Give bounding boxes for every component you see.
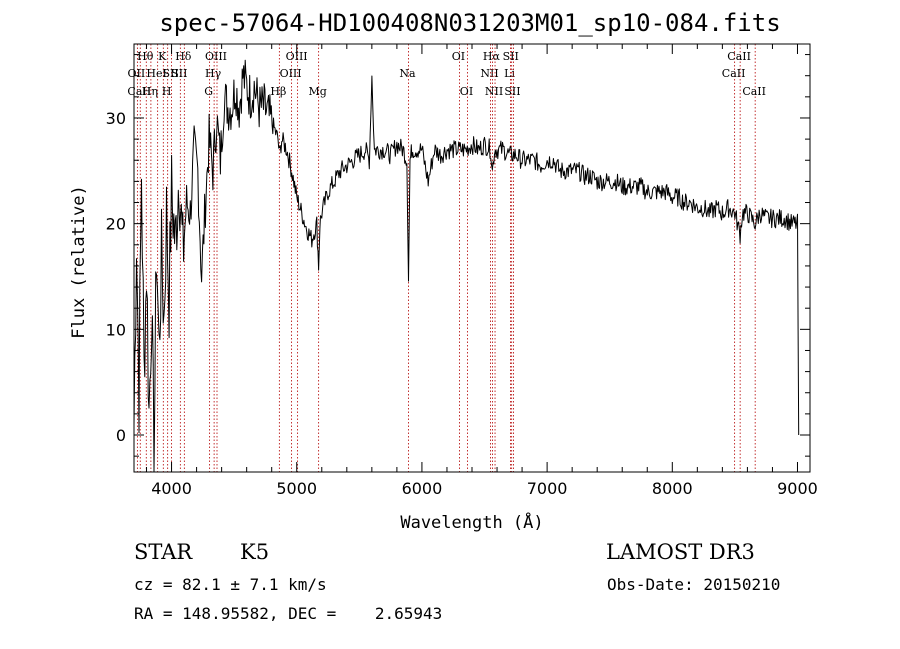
line-marker-label: CaII [742,85,766,98]
object-subclass: K5 [240,540,270,564]
spectral-line-markers: OII CaII Hθ Hη HeI K H SII Hδ SII G Hγ OIII Hβ OIII OII… [127,44,766,472]
spectrum-line [133,59,800,473]
line-marker-label: CaII [727,50,751,63]
line-marker-label: G [204,85,213,98]
line-marker-label: NII [480,67,498,80]
y-tick-label: 0 [116,426,126,445]
line-marker-label: Hβ [270,85,286,98]
object-class: STAR [134,540,193,564]
x-tick-label: 6000 [402,479,443,498]
line-marker-label: Mg [308,85,326,98]
line-marker-label: Hη [142,85,158,98]
line-marker-label: Hα [483,50,501,63]
line-marker-label: SII [503,50,519,63]
y-tick-label: 20 [106,215,126,234]
line-marker-label: K [158,50,167,63]
redshift-readout: cz = 82.1 ± 7.1 km/s [134,575,327,594]
line-marker-label: HeI [146,67,166,80]
line-marker-label: H [162,85,172,98]
line-marker-label: CaII [127,85,151,98]
x-tick-label: 5000 [276,479,317,498]
y-tick-label: 30 [106,109,126,128]
chart-title: spec-57064-HD100408N031203M01_sp10-084.f… [159,9,780,37]
line-marker-label: SII [162,67,178,80]
line-marker-label: Hδ [175,50,192,63]
x-tick-label: 9000 [777,479,818,498]
line-marker-label: OIII [286,50,308,63]
x-tick-label: 8000 [652,479,693,498]
line-marker-label: SII [171,67,187,80]
y-tick-label: 10 [106,320,126,339]
x-tick-label: 7000 [527,479,568,498]
obs-date: Obs-Date: 20150210 [607,575,781,594]
x-tick-label: 4000 [151,479,192,498]
line-marker-label: Li [504,67,515,80]
line-marker-label: SII [504,85,520,98]
line-marker-label: OI [460,85,473,98]
line-marker-label: Hγ [205,67,222,80]
survey-label: LAMOST DR3 [606,540,755,564]
y-axis-label: Flux (relative) [69,185,89,339]
x-axis-label: Wavelength (Å) [400,511,543,533]
line-marker-label: CaII [722,67,746,80]
line-marker-label: OIII [205,50,227,63]
axis-ticks: 4000 5000 6000 7000 8000 9000 0 10 20 30 [106,44,818,498]
line-marker-label: Hθ [137,50,154,63]
line-marker-label: OI [452,50,465,63]
spectrum-series [133,59,800,473]
line-marker-label: Na [399,67,416,80]
line-marker-label: NII [485,85,503,98]
ra-dec-readout: RA = 148.95582, DEC = 2.65943 [134,604,443,623]
line-marker-label: OIII [280,67,302,80]
line-marker-label: OII [128,67,146,80]
